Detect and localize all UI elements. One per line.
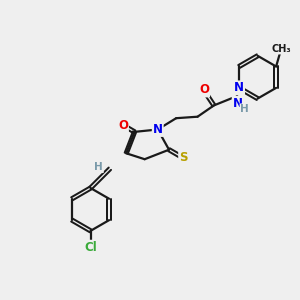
Text: N: N bbox=[234, 81, 244, 94]
Text: N: N bbox=[153, 123, 163, 136]
Text: CH₃: CH₃ bbox=[272, 44, 291, 54]
Text: N: N bbox=[233, 97, 243, 110]
Text: Cl: Cl bbox=[84, 241, 97, 254]
Text: O: O bbox=[199, 83, 209, 97]
Text: S: S bbox=[179, 151, 188, 164]
Text: H: H bbox=[240, 104, 249, 114]
Text: O: O bbox=[118, 119, 128, 132]
Text: H: H bbox=[94, 162, 103, 172]
